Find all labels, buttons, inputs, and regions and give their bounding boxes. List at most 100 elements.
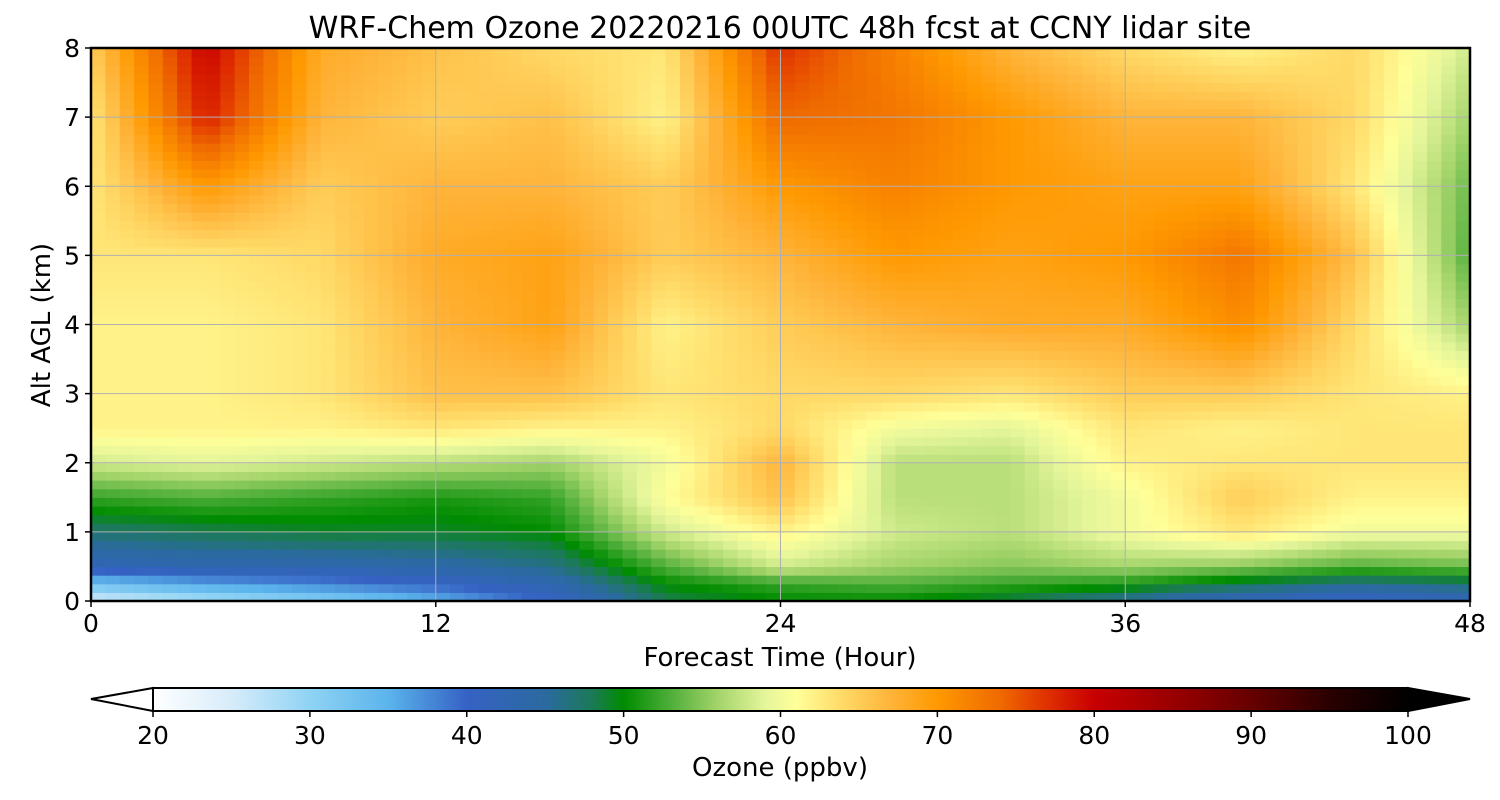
heatmap-cell xyxy=(809,289,825,300)
heatmap-cell xyxy=(220,229,236,239)
heatmap-cell xyxy=(435,549,451,559)
heatmap-cell xyxy=(1268,264,1284,274)
heatmap-cell xyxy=(622,255,638,265)
heatmap-cell xyxy=(119,168,135,179)
heatmap-cell xyxy=(1455,298,1471,308)
heatmap-cell xyxy=(952,428,968,438)
heatmap-cell xyxy=(981,220,997,231)
heatmap-cell xyxy=(1441,514,1457,524)
heatmap-cell xyxy=(292,359,308,369)
heatmap-cell xyxy=(651,229,667,239)
heatmap-cell xyxy=(148,402,164,412)
heatmap-cell xyxy=(579,488,595,498)
heatmap-cell xyxy=(952,480,968,490)
heatmap-cell xyxy=(507,151,523,161)
heatmap-cell xyxy=(1110,531,1126,542)
heatmap-cell xyxy=(866,220,882,231)
heatmap-cell xyxy=(1225,384,1241,395)
heatmap-cell xyxy=(608,186,624,196)
heatmap-cell xyxy=(1039,246,1055,256)
heatmap-cell xyxy=(349,289,365,300)
heatmap-cell xyxy=(249,436,264,447)
heatmap-cell xyxy=(1096,505,1112,516)
heatmap-cell xyxy=(435,410,451,421)
heatmap-cell xyxy=(723,212,738,222)
heatmap-cell xyxy=(320,566,336,576)
heatmap-cell xyxy=(881,575,897,585)
heatmap-cell xyxy=(105,566,121,576)
heatmap-cell xyxy=(1168,557,1184,568)
heatmap-cell xyxy=(1283,523,1299,533)
heatmap-cell xyxy=(177,436,193,447)
heatmap-cell xyxy=(450,384,466,395)
heatmap-cell xyxy=(1297,177,1313,187)
heatmap-cell xyxy=(1311,289,1327,300)
heatmap-cell xyxy=(91,177,106,187)
heatmap-cell xyxy=(320,462,336,472)
heatmap-cell xyxy=(1268,505,1284,516)
heatmap-cell xyxy=(1024,255,1040,265)
heatmap-cell xyxy=(938,419,954,429)
heatmap-cell xyxy=(1197,203,1213,213)
heatmap-cell xyxy=(1383,393,1399,403)
heatmap-cell xyxy=(924,523,940,533)
heatmap-cell xyxy=(320,480,336,490)
heatmap-cell xyxy=(665,514,681,524)
heatmap-cell xyxy=(234,333,250,343)
heatmap-cell xyxy=(665,281,681,291)
heatmap-cell xyxy=(924,229,940,239)
heatmap-cell xyxy=(780,376,796,386)
heatmap-cell xyxy=(1125,419,1141,429)
heatmap-cell xyxy=(1211,531,1227,542)
heatmap-cell xyxy=(1211,246,1227,256)
heatmap-cell xyxy=(751,255,767,265)
heatmap-cell xyxy=(737,341,753,352)
heatmap-cell xyxy=(579,151,595,161)
heatmap-cell xyxy=(852,220,868,231)
heatmap-cell xyxy=(1039,488,1055,498)
heatmap-cell xyxy=(1383,220,1399,231)
heatmap-cell xyxy=(148,575,164,585)
heatmap-cell xyxy=(679,289,695,300)
heatmap-cell xyxy=(1139,160,1155,170)
heatmap-cell xyxy=(1197,341,1213,352)
heatmap-cell xyxy=(1067,445,1083,455)
heatmap-cell xyxy=(105,272,121,282)
heatmap-cell xyxy=(780,307,796,317)
heatmap-cell xyxy=(1240,557,1256,568)
heatmap-cell xyxy=(177,428,193,438)
heatmap-cell xyxy=(407,341,422,352)
heatmap-cell xyxy=(1340,575,1356,585)
heatmap-cell xyxy=(679,514,695,524)
heatmap-cell xyxy=(191,575,207,585)
heatmap-cell xyxy=(407,203,422,213)
heatmap-cell xyxy=(1082,151,1098,161)
heatmap-cell xyxy=(1297,540,1313,550)
heatmap-cell xyxy=(119,255,135,265)
heatmap-cell xyxy=(234,514,250,524)
heatmap-cell xyxy=(478,272,494,282)
heatmap-cell xyxy=(464,592,480,602)
heatmap-cell xyxy=(895,350,911,360)
heatmap-cell xyxy=(392,376,408,386)
heatmap-cell xyxy=(694,367,710,377)
heatmap-cell xyxy=(852,324,868,334)
heatmap-cell xyxy=(493,410,509,421)
heatmap-cell xyxy=(1283,298,1299,308)
heatmap-cell xyxy=(1039,298,1055,308)
heatmap-cell xyxy=(1426,307,1442,317)
heatmap-cell xyxy=(1067,186,1083,196)
heatmap-cell xyxy=(636,376,652,386)
heatmap-cell xyxy=(335,376,351,386)
heatmap-cell xyxy=(1441,540,1457,550)
heatmap-cell xyxy=(1283,229,1299,239)
heatmap-cell xyxy=(1125,168,1141,179)
heatmap-cell xyxy=(1039,428,1055,438)
heatmap-cell xyxy=(1010,177,1026,187)
heatmap-cell xyxy=(220,246,236,256)
heatmap-cell xyxy=(766,341,782,352)
heatmap-cell xyxy=(1053,488,1069,498)
heatmap-cell xyxy=(1268,281,1284,291)
heatmap-cell xyxy=(177,540,193,550)
heatmap-cell xyxy=(1326,549,1342,559)
